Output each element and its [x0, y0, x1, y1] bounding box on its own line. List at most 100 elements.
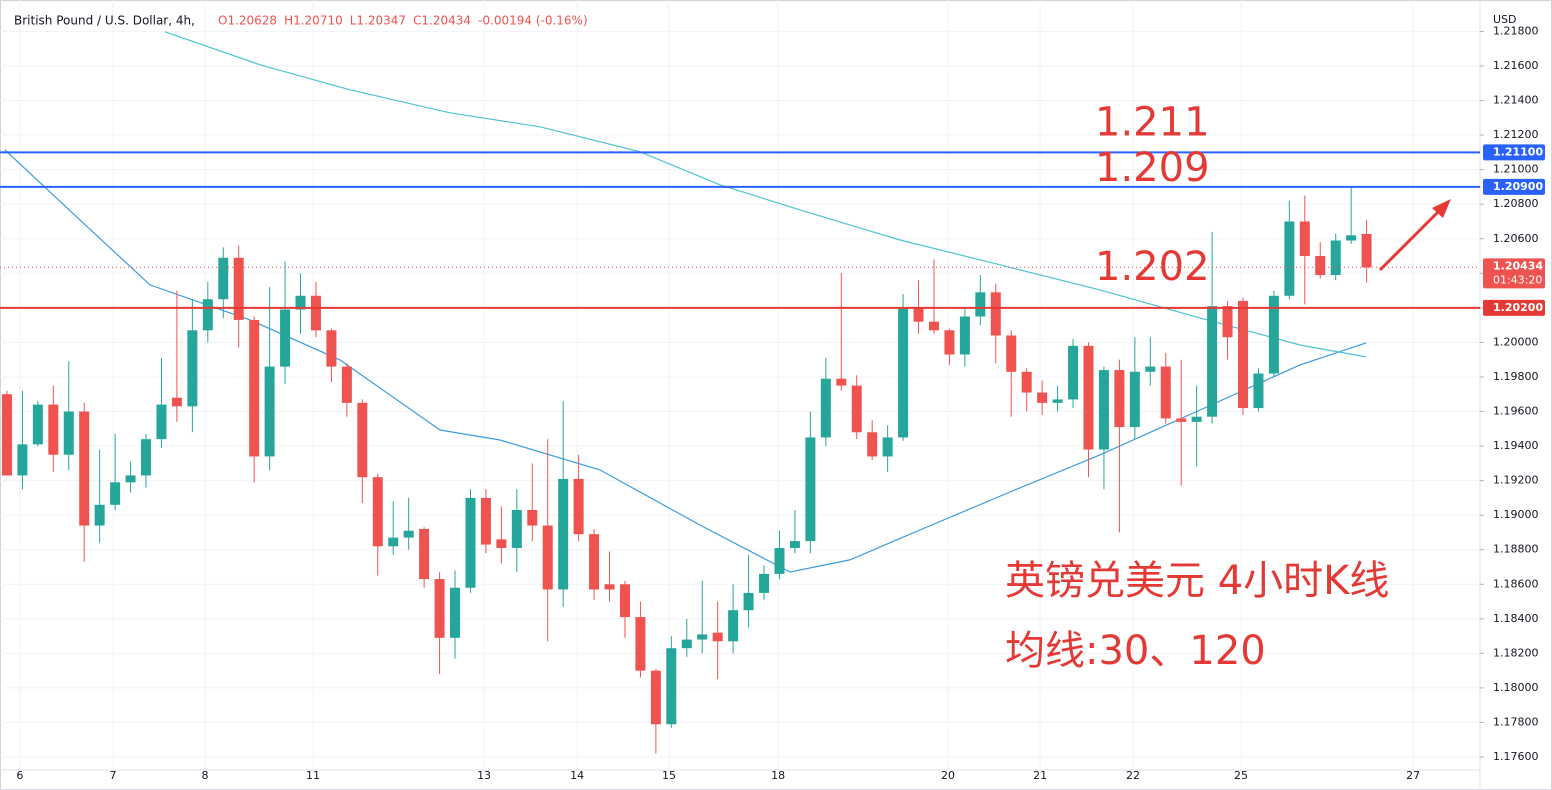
candle-body	[63, 411, 74, 455]
candle-body	[1145, 366, 1156, 372]
candle-body	[820, 378, 831, 438]
candle-body	[1315, 256, 1326, 276]
x-tick-label: 25	[1234, 769, 1248, 782]
candle-body	[990, 292, 1001, 336]
candle-body	[310, 295, 321, 331]
price-box	[1483, 258, 1545, 289]
y-tick-label: 1.18200	[1493, 646, 1539, 659]
arrow-head	[1432, 199, 1451, 218]
candle-body	[527, 509, 538, 526]
candle-body	[1191, 416, 1202, 422]
candle-body	[1068, 345, 1079, 400]
y-tick-label: 1.21400	[1493, 94, 1539, 107]
candle-body	[619, 584, 630, 618]
candle-body	[1114, 370, 1125, 428]
candle-body	[743, 592, 754, 611]
candle-body	[1, 394, 12, 476]
candle-body	[388, 537, 399, 547]
candle-body	[450, 587, 461, 638]
x-tick-label: 7	[109, 769, 116, 782]
candle-body	[110, 482, 121, 505]
ohlc-legend: L1.20347	[350, 14, 406, 28]
price-box	[1483, 178, 1545, 195]
x-tick-label: 27	[1406, 769, 1420, 782]
price-label: 1.20900	[1493, 180, 1543, 193]
candle-body	[558, 478, 569, 590]
candle-body	[357, 402, 368, 478]
candle-body	[1083, 345, 1094, 450]
y-tick-label: 1.19800	[1493, 370, 1539, 383]
candle-body	[264, 366, 275, 457]
y-tick-label: 1.21200	[1493, 128, 1539, 141]
candle-body	[280, 309, 291, 367]
candle-body	[1037, 392, 1048, 403]
annotation: 均线:30、120	[1005, 628, 1266, 674]
candle-body	[79, 411, 90, 526]
y-tick-label: 1.19000	[1493, 508, 1539, 521]
chart-title: British Pound / U.S. Dollar, 4h,	[14, 14, 195, 28]
candle-body	[249, 319, 260, 457]
candle-body	[913, 307, 924, 322]
level-annotation: 1.209	[1095, 145, 1210, 191]
price-box	[1483, 144, 1545, 161]
candle-body	[1098, 370, 1109, 450]
candle-body	[789, 541, 800, 548]
candle-body	[17, 444, 28, 476]
candle-body	[774, 547, 785, 574]
candle-body	[1346, 235, 1357, 241]
y-tick-label: 1.19200	[1493, 474, 1539, 487]
candle-body	[1207, 306, 1218, 417]
candle-body	[836, 378, 847, 386]
ohlc-legend: C1.20434	[413, 14, 471, 28]
candle-body	[882, 437, 893, 457]
annotation: 英镑兑美元 4小时K线	[1005, 558, 1389, 604]
candle-body	[187, 330, 198, 407]
x-tick-label: 14	[570, 769, 584, 782]
currency: USD	[1493, 13, 1517, 26]
candle-body	[1330, 240, 1341, 276]
candle-body	[681, 639, 692, 649]
y-tick-label: 1.17600	[1493, 750, 1539, 763]
y-tick-label: 1.20000	[1493, 335, 1539, 348]
ohlc-legend: H1.20710	[284, 14, 343, 28]
candle-body	[48, 404, 59, 455]
ohlc-legend: O1.20628	[218, 14, 277, 28]
candle-body	[1052, 399, 1063, 403]
y-tick-label: 1.19400	[1493, 439, 1539, 452]
candle-body	[496, 539, 507, 548]
y-tick-label: 1.20800	[1493, 197, 1539, 210]
candle-body	[635, 617, 646, 671]
candle-body	[851, 385, 862, 433]
candle-body	[1284, 221, 1295, 296]
candle-body	[295, 295, 306, 310]
x-tick-label: 13	[477, 769, 491, 782]
y-tick-label: 1.20600	[1493, 232, 1539, 245]
candle-body	[434, 579, 445, 638]
candle-body	[1299, 221, 1310, 257]
candle-body	[465, 497, 476, 588]
y-tick-label: 1.18800	[1493, 543, 1539, 556]
candle-body	[32, 404, 43, 445]
candle-body	[898, 307, 909, 438]
countdown: 01:43:20	[1493, 273, 1542, 286]
x-tick-label: 22	[1126, 769, 1140, 782]
candle-body	[511, 509, 522, 548]
ohlc-legend: -0.00194 (-0.16%)	[478, 14, 588, 28]
candle-body	[589, 534, 600, 590]
candle-body	[403, 530, 414, 538]
candle-body	[233, 257, 244, 320]
candle-body	[1006, 335, 1017, 372]
candle-body	[928, 321, 939, 331]
candle-body	[1176, 418, 1187, 422]
candle-body	[944, 330, 955, 355]
candle-body	[156, 404, 167, 440]
candle-body	[604, 584, 615, 590]
candle-body	[341, 366, 352, 403]
candle-body	[218, 257, 229, 300]
price-label: 1.21100	[1493, 145, 1543, 158]
y-tick-label: 1.21800	[1493, 24, 1539, 37]
candle-body	[326, 330, 337, 367]
x-tick-label: 11	[306, 769, 320, 782]
